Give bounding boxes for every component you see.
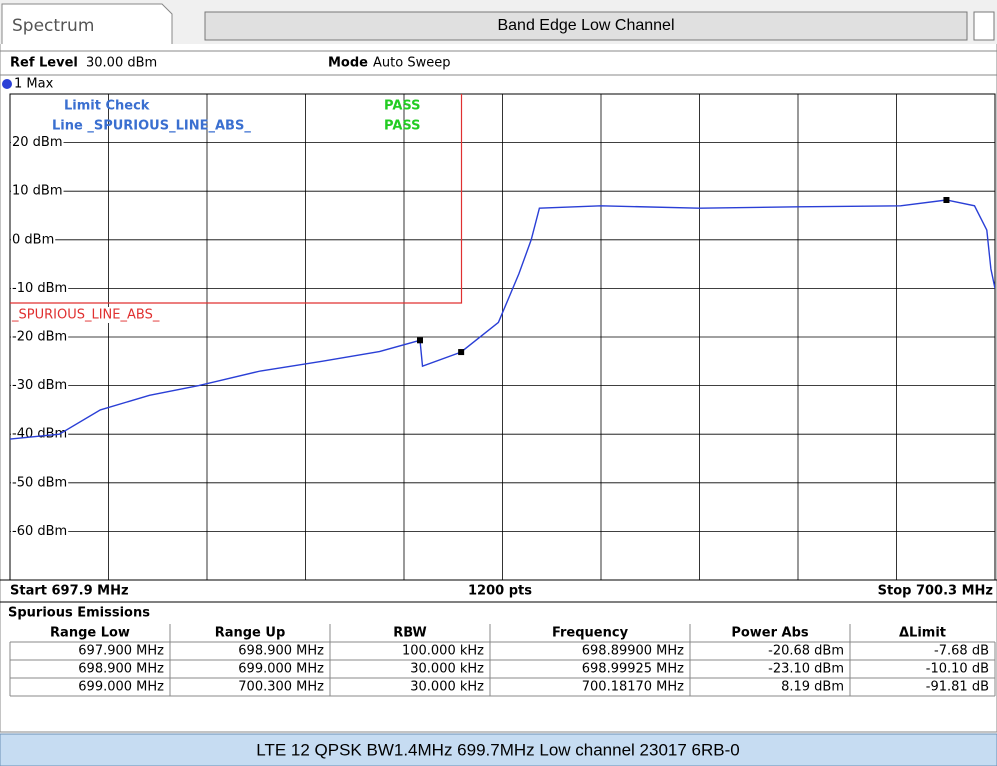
menu-icon[interactable] bbox=[973, 11, 995, 41]
ref-level-label: Ref Level bbox=[10, 56, 78, 71]
cell: -20.68 dBm bbox=[768, 644, 844, 659]
limit-check: Line _SPURIOUS_LINE_ABS_ bbox=[52, 119, 251, 134]
caption: LTE 12 QPSK BW1.4MHz 699.7MHz Low channe… bbox=[256, 740, 739, 759]
cell: 700.300 MHz bbox=[238, 680, 324, 695]
cell: -23.10 dBm bbox=[768, 662, 844, 677]
cell: 699.000 MHz bbox=[78, 680, 164, 695]
cell: 30.000 kHz bbox=[410, 680, 484, 695]
column-header: Range Up bbox=[215, 626, 286, 641]
table-title: Spurious Emissions bbox=[8, 606, 150, 621]
limit-line bbox=[10, 94, 463, 304]
y-tick-label: -30 dBm bbox=[12, 378, 67, 393]
cell: 698.99925 MHz bbox=[582, 662, 684, 677]
y-tick-label: 0 dBm bbox=[12, 232, 54, 247]
start: Start 697.9 MHz bbox=[10, 584, 129, 599]
y-tick-label: -20 dBm bbox=[12, 330, 67, 345]
mode-label: Mode bbox=[328, 56, 368, 71]
cell: -10.10 dB bbox=[926, 662, 989, 677]
cell: 697.900 MHz bbox=[78, 644, 164, 659]
table-header-bg bbox=[10, 624, 995, 642]
marker bbox=[943, 196, 950, 203]
label-bg bbox=[11, 474, 69, 491]
cell: 30.000 kHz bbox=[410, 662, 484, 677]
label-bg bbox=[11, 329, 69, 345]
cell: 698.89900 MHz bbox=[582, 644, 684, 659]
cell: -91.81 dB bbox=[926, 680, 989, 695]
limit-status: PASS bbox=[384, 99, 421, 114]
points: 1200 pts bbox=[468, 584, 532, 599]
column-header: Range Low bbox=[50, 626, 130, 641]
label-bg bbox=[11, 523, 69, 540]
label-bg bbox=[11, 134, 64, 151]
limit-status: PASS bbox=[384, 119, 421, 134]
marker bbox=[458, 349, 465, 356]
trace-label: 1 Max bbox=[14, 77, 54, 92]
stop: Stop 700.3 MHz bbox=[878, 584, 993, 599]
column-header: Power Abs bbox=[731, 626, 809, 641]
tab bbox=[1, 3, 173, 44]
label-bg bbox=[11, 183, 64, 200]
label-bg bbox=[11, 280, 69, 297]
limit-check: Limit Check bbox=[64, 99, 150, 114]
limit-label-bg bbox=[11, 306, 201, 323]
cell: 698.900 MHz bbox=[238, 644, 324, 659]
cell: 699.000 MHz bbox=[238, 662, 324, 677]
cell: 100.000 kHz bbox=[402, 644, 484, 659]
cell: 700.18170 MHz bbox=[582, 680, 684, 695]
y-tick-label: -60 dBm bbox=[12, 524, 67, 539]
column-header: RBW bbox=[393, 626, 427, 641]
title: Band Edge Low Channel bbox=[497, 17, 674, 34]
caption-box bbox=[0, 733, 997, 766]
marker bbox=[417, 337, 424, 344]
ref-level: 30.00 dBm bbox=[86, 56, 157, 71]
cell: 8.19 dBm bbox=[781, 680, 844, 695]
label-bg bbox=[11, 377, 69, 394]
limit-label: _SPURIOUS_LINE_ABS_ bbox=[11, 307, 160, 322]
trace bbox=[10, 199, 995, 440]
y-tick-label: -50 dBm bbox=[12, 475, 67, 490]
tab-label: Spectrum bbox=[12, 16, 94, 36]
column-header: Frequency bbox=[552, 626, 629, 641]
y-tick-label: 20 dBm bbox=[12, 135, 63, 150]
cell: 698.900 MHz bbox=[78, 662, 164, 677]
mode: Auto Sweep bbox=[373, 56, 450, 71]
cell: -7.68 dB bbox=[934, 644, 989, 659]
label-bg bbox=[11, 231, 56, 248]
column-header: ΔLimit bbox=[899, 626, 946, 641]
trace-dot bbox=[2, 79, 12, 89]
y-tick-label: 10 dBm bbox=[12, 184, 63, 199]
y-tick-label: -10 dBm bbox=[12, 281, 67, 296]
title-box bbox=[204, 11, 968, 41]
